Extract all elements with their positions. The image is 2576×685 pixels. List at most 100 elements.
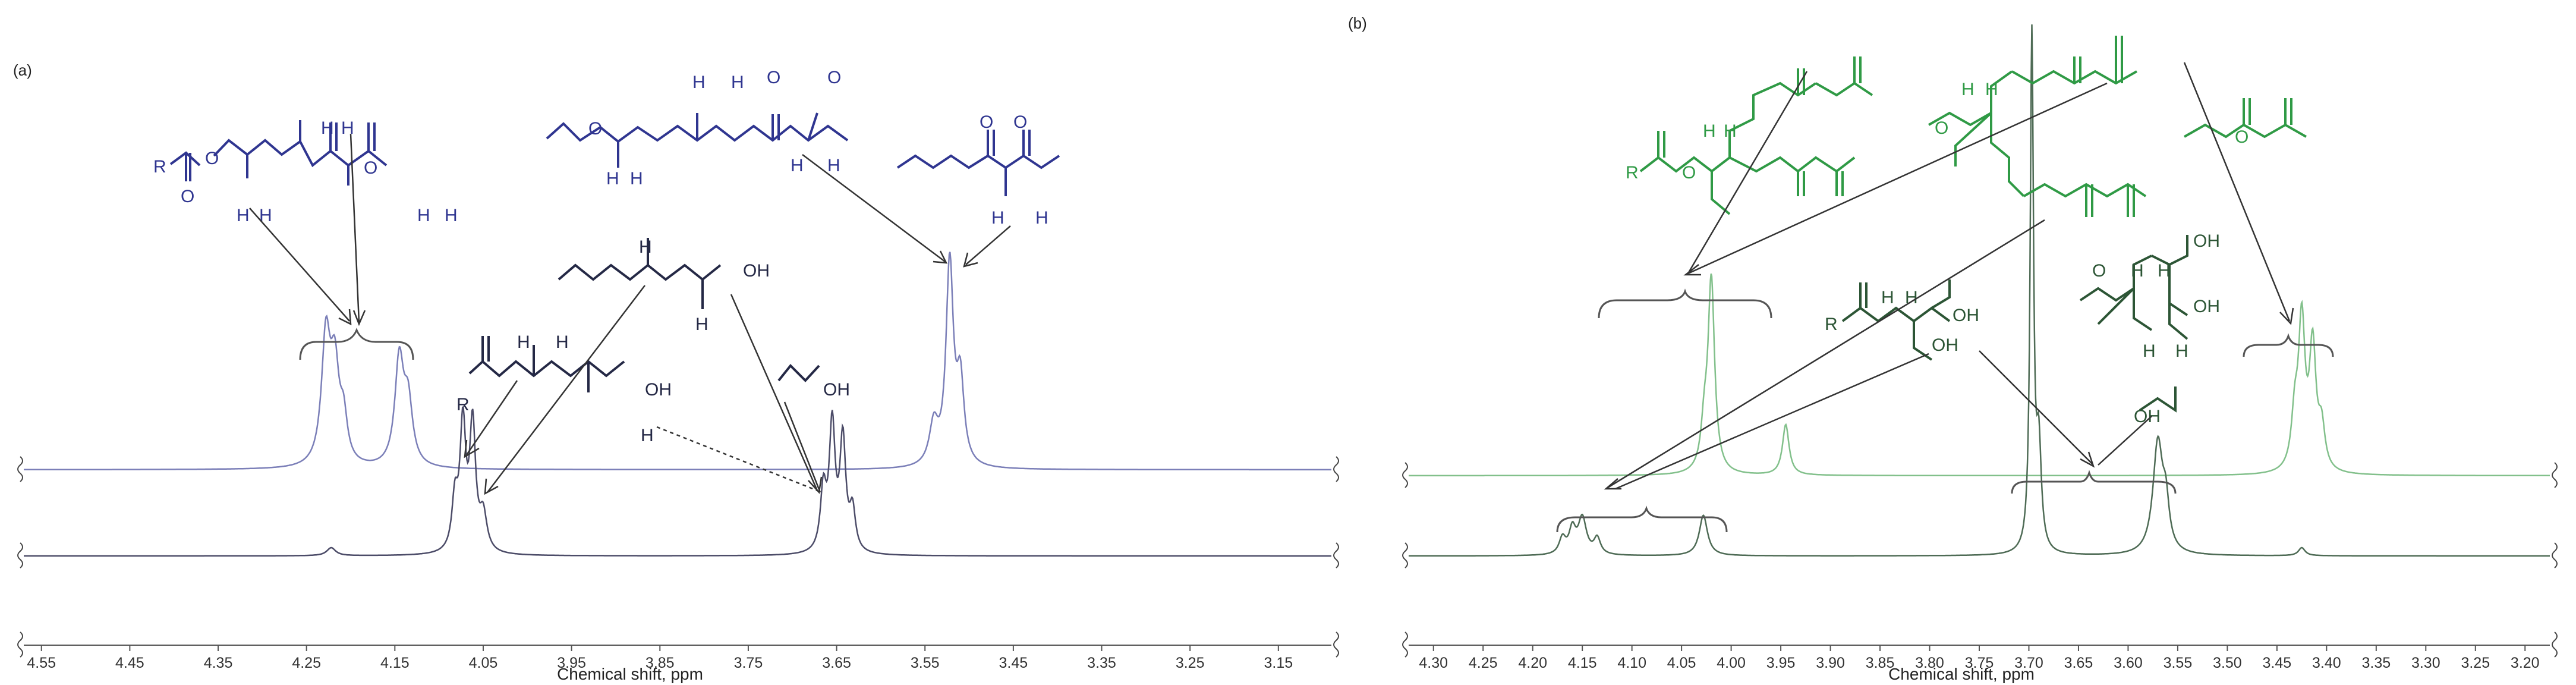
o-label-a7: O [980,112,993,132]
x-tick-label: 4.30 [1419,655,1448,671]
h-label-a18: H [556,332,569,352]
panel-label-a: (a) [13,61,32,79]
o-label-b3: O [2235,127,2249,147]
h-label-b9: H [2143,341,2156,361]
o-label-a6: O [827,68,841,87]
axis-break-mark [1402,542,1408,568]
h-label-a15: H [639,237,652,257]
x-axis-a: 4.55 4.45 4.35 4.25 4.15 4.05 3.95 3.85 3.75 3.65… [17,456,1339,671]
panel-b: 4.30 4.25 4.20 4.15 4.10 4.05 4.00 3.95 3.90 3.85… [1402,24,2558,683]
x-tick-label: 3.90 [1816,655,1845,671]
x-tick-label: 3.65 [822,655,851,671]
axis-break-mark [17,542,23,568]
r-label-a2: R [456,395,470,414]
x-tick-label: 3.60 [2114,655,2143,671]
o-label-a5: O [767,68,780,87]
x-tick-label: 4.20 [1518,655,1547,671]
o-label-a2: O [205,149,219,168]
h-label-b8: H [2158,261,2171,281]
x-axis-label-a: Chemical shift, ppm [557,665,703,683]
x-tick-label: 3.55 [911,655,940,671]
h-label-b6: H [1905,288,1918,307]
x-tick-label: 4.25 [1469,655,1498,671]
o-label-a4: O [588,119,602,139]
h-label-a12: H [827,156,840,175]
h-label-b4: H [1985,80,1998,99]
oh-label-b5: OH [2134,407,2161,426]
h-label-a11: H [791,156,804,175]
x-tick-label: 3.25 [2461,655,2490,671]
h-label-a14: H [1035,208,1048,228]
h-label-a9: H [692,73,706,92]
h-label-a2: H [259,206,272,225]
oh-label-b3: OH [2193,231,2220,251]
axis-break-mark [1402,462,1408,488]
h-label-a5: H [417,206,430,225]
x-tick-label: 4.15 [1568,655,1597,671]
r-label-b2: R [1825,315,1838,334]
oh-label-a3: OH [823,380,850,400]
x-axis-b: 4.30 4.25 4.20 4.15 4.10 4.05 4.00 3.95 3.90 3.85… [1402,462,2558,671]
x-tick-label: 4.35 [204,655,233,671]
h-label-a3: H [321,118,334,138]
x-tick-label: 3.35 [1087,655,1116,671]
x-axis-label-b: Chemical shift, ppm [1888,665,2035,683]
x-tick-label: 3.55 [2164,655,2193,671]
panel-label-b: (b) [1348,14,1367,32]
x-tick-label: 4.05 [469,655,498,671]
x-tick-label: 4.05 [1667,655,1696,671]
h-label-a8: H [630,169,643,188]
x-tick-label: 4.55 [27,655,56,671]
x-tick-label: 4.45 [115,655,144,671]
spectrum-line-top [1409,273,2550,477]
braces-b [1556,288,2334,533]
axis-break-mark [2552,542,2558,568]
x-tick-label: 4.25 [292,655,321,671]
r-label-b1: R [1626,163,1639,183]
x-tick-label: 3.75 [1965,655,1994,671]
structure-a [169,112,1060,392]
h-label-a10: H [731,73,744,92]
spectrum-line-bottom [24,406,1331,557]
x-tick-label: 3.85 [645,655,675,671]
h-label-b10: H [2175,341,2188,361]
oh-label-b2: OH [1932,335,1958,355]
h-label-a16: H [695,315,708,334]
x-tick-label: 3.95 [557,655,586,671]
h-label-a17: H [517,332,530,352]
spectra-b [1408,24,2550,557]
axis-break-mark [17,456,23,482]
x-tick-label: 3.40 [2312,655,2341,671]
spectrum-line-top [24,252,1331,471]
panel-a: 4.55 4.45 4.35 4.25 4.15 4.05 3.95 3.85 3.75 3.65… [17,68,1339,683]
x-tick-label: 3.30 [2411,655,2440,671]
brace-a [299,327,414,360]
h-label-a7: H [606,169,619,188]
oh-label-b4: OH [2193,297,2220,316]
x-tick-label: 4.10 [1617,655,1646,671]
spectra-a [24,252,1331,557]
h-label-b5: H [1881,288,1894,307]
structure-b [1639,36,2307,413]
h-label-a6: H [445,206,458,225]
h-label-b1: H [1703,121,1716,141]
o-label-b2: O [1935,118,1948,138]
h-label-a19: H [641,426,654,445]
o-label-a1: O [181,187,194,206]
x-tick-label: 3.80 [1915,655,1944,671]
o-label-b1: O [1682,163,1696,183]
r-label-a1: R [153,157,166,177]
x-tick-label: 3.35 [2361,655,2391,671]
x-tick-label: 3.95 [1766,655,1796,671]
x-tick-label: 4.00 [1717,655,1746,671]
x-tick-label: 3.45 [2263,655,2292,671]
spectrum-line-bottom [1408,24,2550,557]
axis-break-mark [1402,631,1408,658]
oh-label-a2: OH [645,380,672,400]
x-tick-label: 3.50 [2213,655,2242,671]
oh-label-a1: OH [743,261,770,281]
arrows-b [1604,62,2294,490]
oh-label-b1: OH [1953,306,1979,325]
h-label-a13: H [991,208,1004,228]
